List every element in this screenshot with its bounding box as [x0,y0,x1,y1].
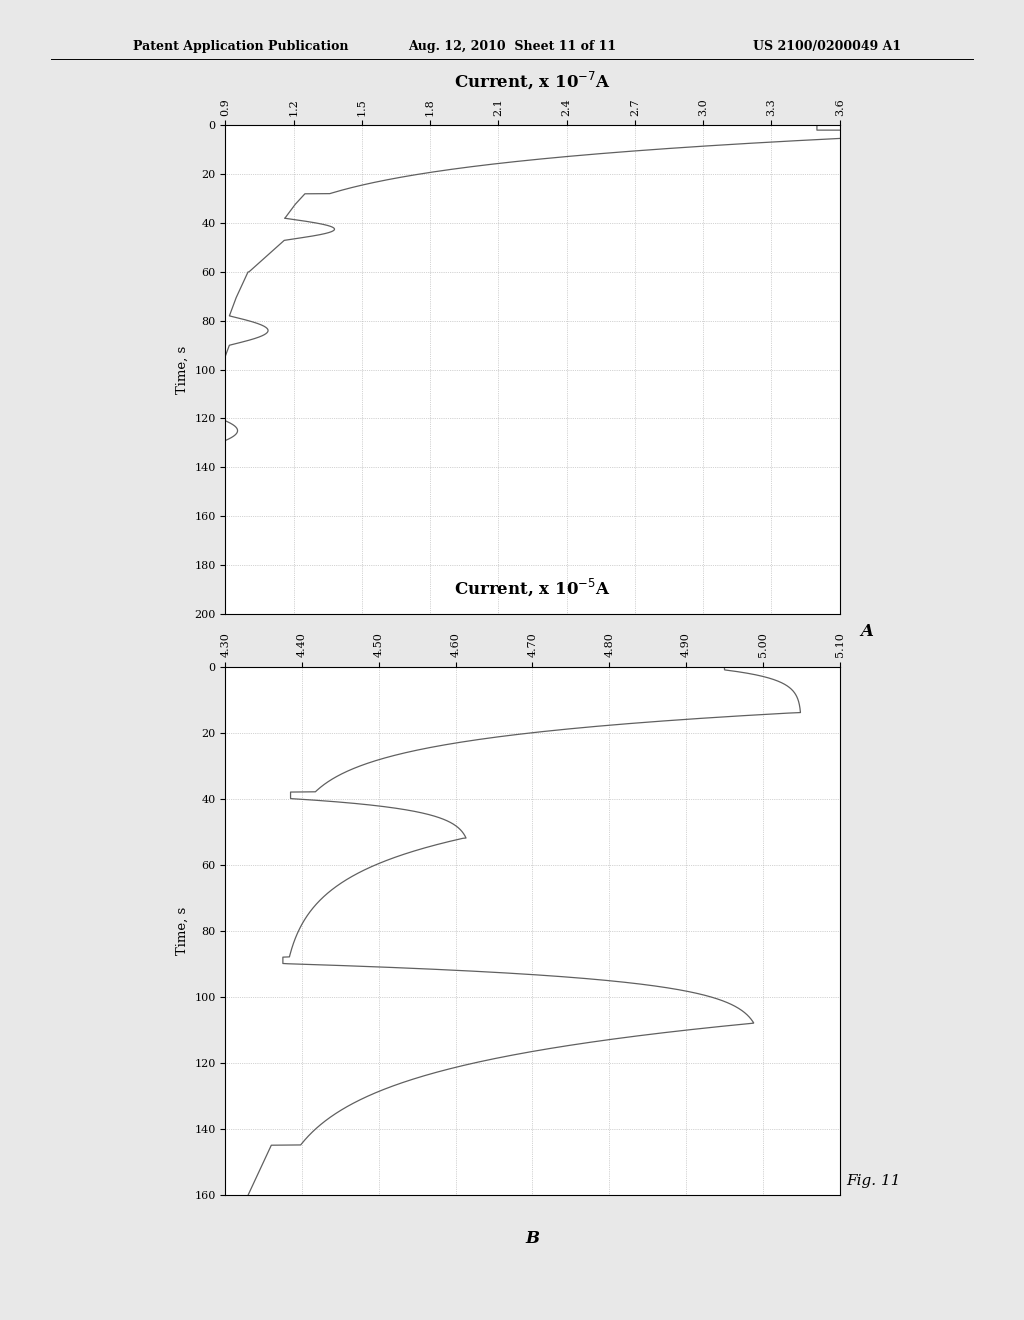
Text: Aug. 12, 2010  Sheet 11 of 11: Aug. 12, 2010 Sheet 11 of 11 [408,40,616,53]
Y-axis label: Time, s: Time, s [176,346,188,393]
Text: Fig. 11: Fig. 11 [847,1173,901,1188]
Text: US 2100/0200049 A1: US 2100/0200049 A1 [753,40,901,53]
Y-axis label: Time, s: Time, s [176,907,188,954]
Text: B: B [525,1230,540,1247]
Title: Current, x 10$^{-5}$A: Current, x 10$^{-5}$A [455,576,610,598]
Title: Current, x 10$^{-7}$A: Current, x 10$^{-7}$A [455,69,610,91]
Text: Patent Application Publication: Patent Application Publication [133,40,348,53]
Text: A: A [860,623,873,640]
